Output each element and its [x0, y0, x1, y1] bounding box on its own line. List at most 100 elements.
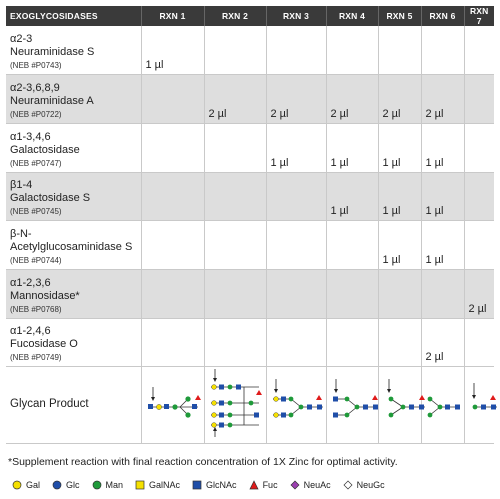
glycan-product-label: Glycan Product [6, 366, 142, 445]
legend-label: NeuAc [303, 480, 331, 490]
rxn-5-volume-cell: 2 µl [378, 74, 422, 124]
volume-value: 1 µl [382, 156, 401, 169]
enzyme-name: Acetylglucosaminidase S [10, 240, 133, 253]
rxn-3-volume-cell [266, 172, 327, 222]
rxn-7-volume-cell [464, 220, 494, 270]
glycan-structure-rxn-6 [421, 366, 465, 445]
volume-value: 1 µl [145, 59, 164, 72]
legend-item: GlcNAc [192, 480, 237, 490]
legend-item: Gal [12, 480, 40, 490]
rxn-5-volume-cell: 1 µl [378, 123, 422, 173]
rxn-4-volume-cell [326, 220, 379, 270]
enzyme-name: Neuraminidase S [10, 46, 95, 59]
glc-circle-icon [52, 480, 62, 490]
rxn-5-volume-cell [378, 318, 422, 368]
header-rxn-3: RXN 3 [266, 6, 327, 26]
rxn-2-volume-cell [204, 269, 267, 319]
rxn-6-volume-cell [421, 26, 465, 76]
glycan-structure-rxn-5 [378, 366, 425, 445]
rxn-3-volume-cell [266, 318, 327, 368]
enzyme-name-cell: α2-3 Neuraminidase S (NEB #P0743) [6, 26, 142, 76]
rxn-3-volume-cell: 2 µl [266, 74, 327, 124]
rxn-2-volume-cell [204, 26, 267, 76]
glycan-product-row: Glycan Product [6, 366, 497, 445]
enzyme-specificity: α1-3,4,6 [10, 130, 51, 143]
enzyme-catalog-number: (NEB #P0768) [10, 304, 62, 314]
rxn-7-volume-cell: 2 µl [464, 269, 494, 319]
rxn-4-volume-cell [326, 318, 379, 368]
enzyme-name: Neuraminidase A [10, 94, 94, 107]
rxn-5-volume-cell: 1 µl [378, 220, 422, 270]
rxn-7-volume-cell [464, 172, 494, 222]
legend-item: GalNAc [135, 480, 180, 490]
rxn-6-volume-cell [421, 269, 465, 319]
header-rxn-6: RXN 6 [421, 6, 465, 26]
glycan-structure-rxn-7 [464, 366, 497, 445]
enzyme-row: α2-3,6,8,9 Neuraminidase A (NEB #P0722) 2 µ… [6, 74, 494, 124]
glcnac-square-icon [192, 480, 202, 490]
enzyme-catalog-number: (NEB #P0743) [10, 61, 62, 71]
header-rxn-1: RXN 1 [141, 6, 205, 26]
rxn-7-volume-cell [464, 123, 494, 173]
monosaccharide-legend: Gal Glc Man GalNAc GlcNAc Fuc NeuAc NeuGc [12, 480, 397, 490]
galnac-square-icon [135, 480, 145, 490]
legend-label: NeuGc [356, 480, 385, 490]
enzyme-specificity: α1-2,4,6 [10, 325, 51, 338]
enzyme-name: Galactosidase S [10, 192, 91, 205]
legend-item: Man [92, 480, 124, 490]
legend-item: NeuAc [290, 480, 331, 490]
volume-value: 2 µl [270, 107, 289, 120]
header-rxn-2: RXN 2 [204, 6, 267, 26]
rxn-4-volume-cell: 2 µl [326, 74, 379, 124]
enzyme-row: β1-4 Galactosidase S (NEB #P0745) 1 µl 1 µl 1… [6, 172, 494, 222]
volume-value: 2 µl [425, 351, 444, 364]
rxn-3-volume-cell [266, 220, 327, 270]
legend-label: Man [105, 480, 124, 490]
enzyme-name: Fucosidase O [10, 338, 78, 351]
volume-value: 2 µl [208, 107, 227, 120]
volume-value: 1 µl [382, 253, 401, 266]
legend-label: GalNAc [149, 480, 181, 490]
glycan-structure-rxn-4 [326, 366, 379, 445]
rxn-6-volume-cell: 2 µl [421, 74, 465, 124]
enzyme-row: β-N- Acetylglucosaminidase S (NEB #P0744) 1… [6, 220, 494, 270]
enzyme-catalog-number: (NEB #P0722) [10, 109, 62, 119]
fuc-triangle-icon [248, 480, 259, 490]
enzyme-name-cell: α1-2,3,6 Mannosidase* (NEB #P0768) [6, 269, 142, 319]
glycan-structure-rxn-1-figure [147, 387, 201, 418]
volume-value: 2 µl [425, 107, 444, 120]
footnote: *Supplement reaction with final reaction… [8, 456, 398, 468]
header-rxn-7: RXN 7 [464, 6, 494, 26]
glycan-structure-rxn-2-figure [210, 369, 262, 438]
enzyme-catalog-number: (NEB #P0749) [10, 353, 62, 363]
rxn-6-volume-cell: 1 µl [421, 220, 465, 270]
volume-value: 2 µl [330, 107, 349, 120]
glycan-structure-rxn-3 [266, 366, 327, 445]
enzyme-name: Galactosidase [10, 143, 80, 156]
glycan-structure-rxn-4-figure [332, 379, 378, 418]
neugc-diamond-icon [343, 480, 353, 490]
enzyme-name-cell: α1-2,4,6 Fucosidase O (NEB #P0749) [6, 318, 142, 368]
enzyme-name-cell: β-N- Acetylglucosaminidase S (NEB #P0744) [6, 220, 142, 270]
glycan-structure-rxn-7-figure [471, 383, 497, 410]
volume-value: 1 µl [425, 205, 444, 218]
enzyme-row: α2-3 Neuraminidase S (NEB #P0743) 1 µl [6, 26, 494, 76]
volume-value: 1 µl [425, 253, 444, 266]
header-exoglycosidases: EXOGLYCOSIDASES [6, 6, 142, 26]
rxn-1-volume-cell: 1 µl [141, 26, 205, 76]
rxn-6-volume-cell: 2 µl [421, 318, 465, 368]
rxn-2-volume-cell [204, 220, 267, 270]
enzyme-specificity: α1-2,3,6 [10, 276, 51, 289]
volume-value: 1 µl [382, 205, 401, 218]
volume-value: 1 µl [270, 156, 289, 169]
enzyme-row: α1-2,4,6 Fucosidase O (NEB #P0749) 2 µl [6, 318, 494, 368]
rxn-5-volume-cell: 1 µl [378, 172, 422, 222]
rxn-4-volume-cell [326, 26, 379, 76]
enzyme-specificity: α2-3 [10, 33, 33, 46]
rxn-7-volume-cell [464, 318, 494, 368]
enzyme-catalog-number: (NEB #P0745) [10, 207, 62, 217]
rxn-7-volume-cell [464, 26, 494, 76]
glycan-structure-rxn-6-figure [427, 396, 460, 418]
gal-circle-icon [12, 480, 22, 490]
header-rxn-5: RXN 5 [378, 6, 422, 26]
